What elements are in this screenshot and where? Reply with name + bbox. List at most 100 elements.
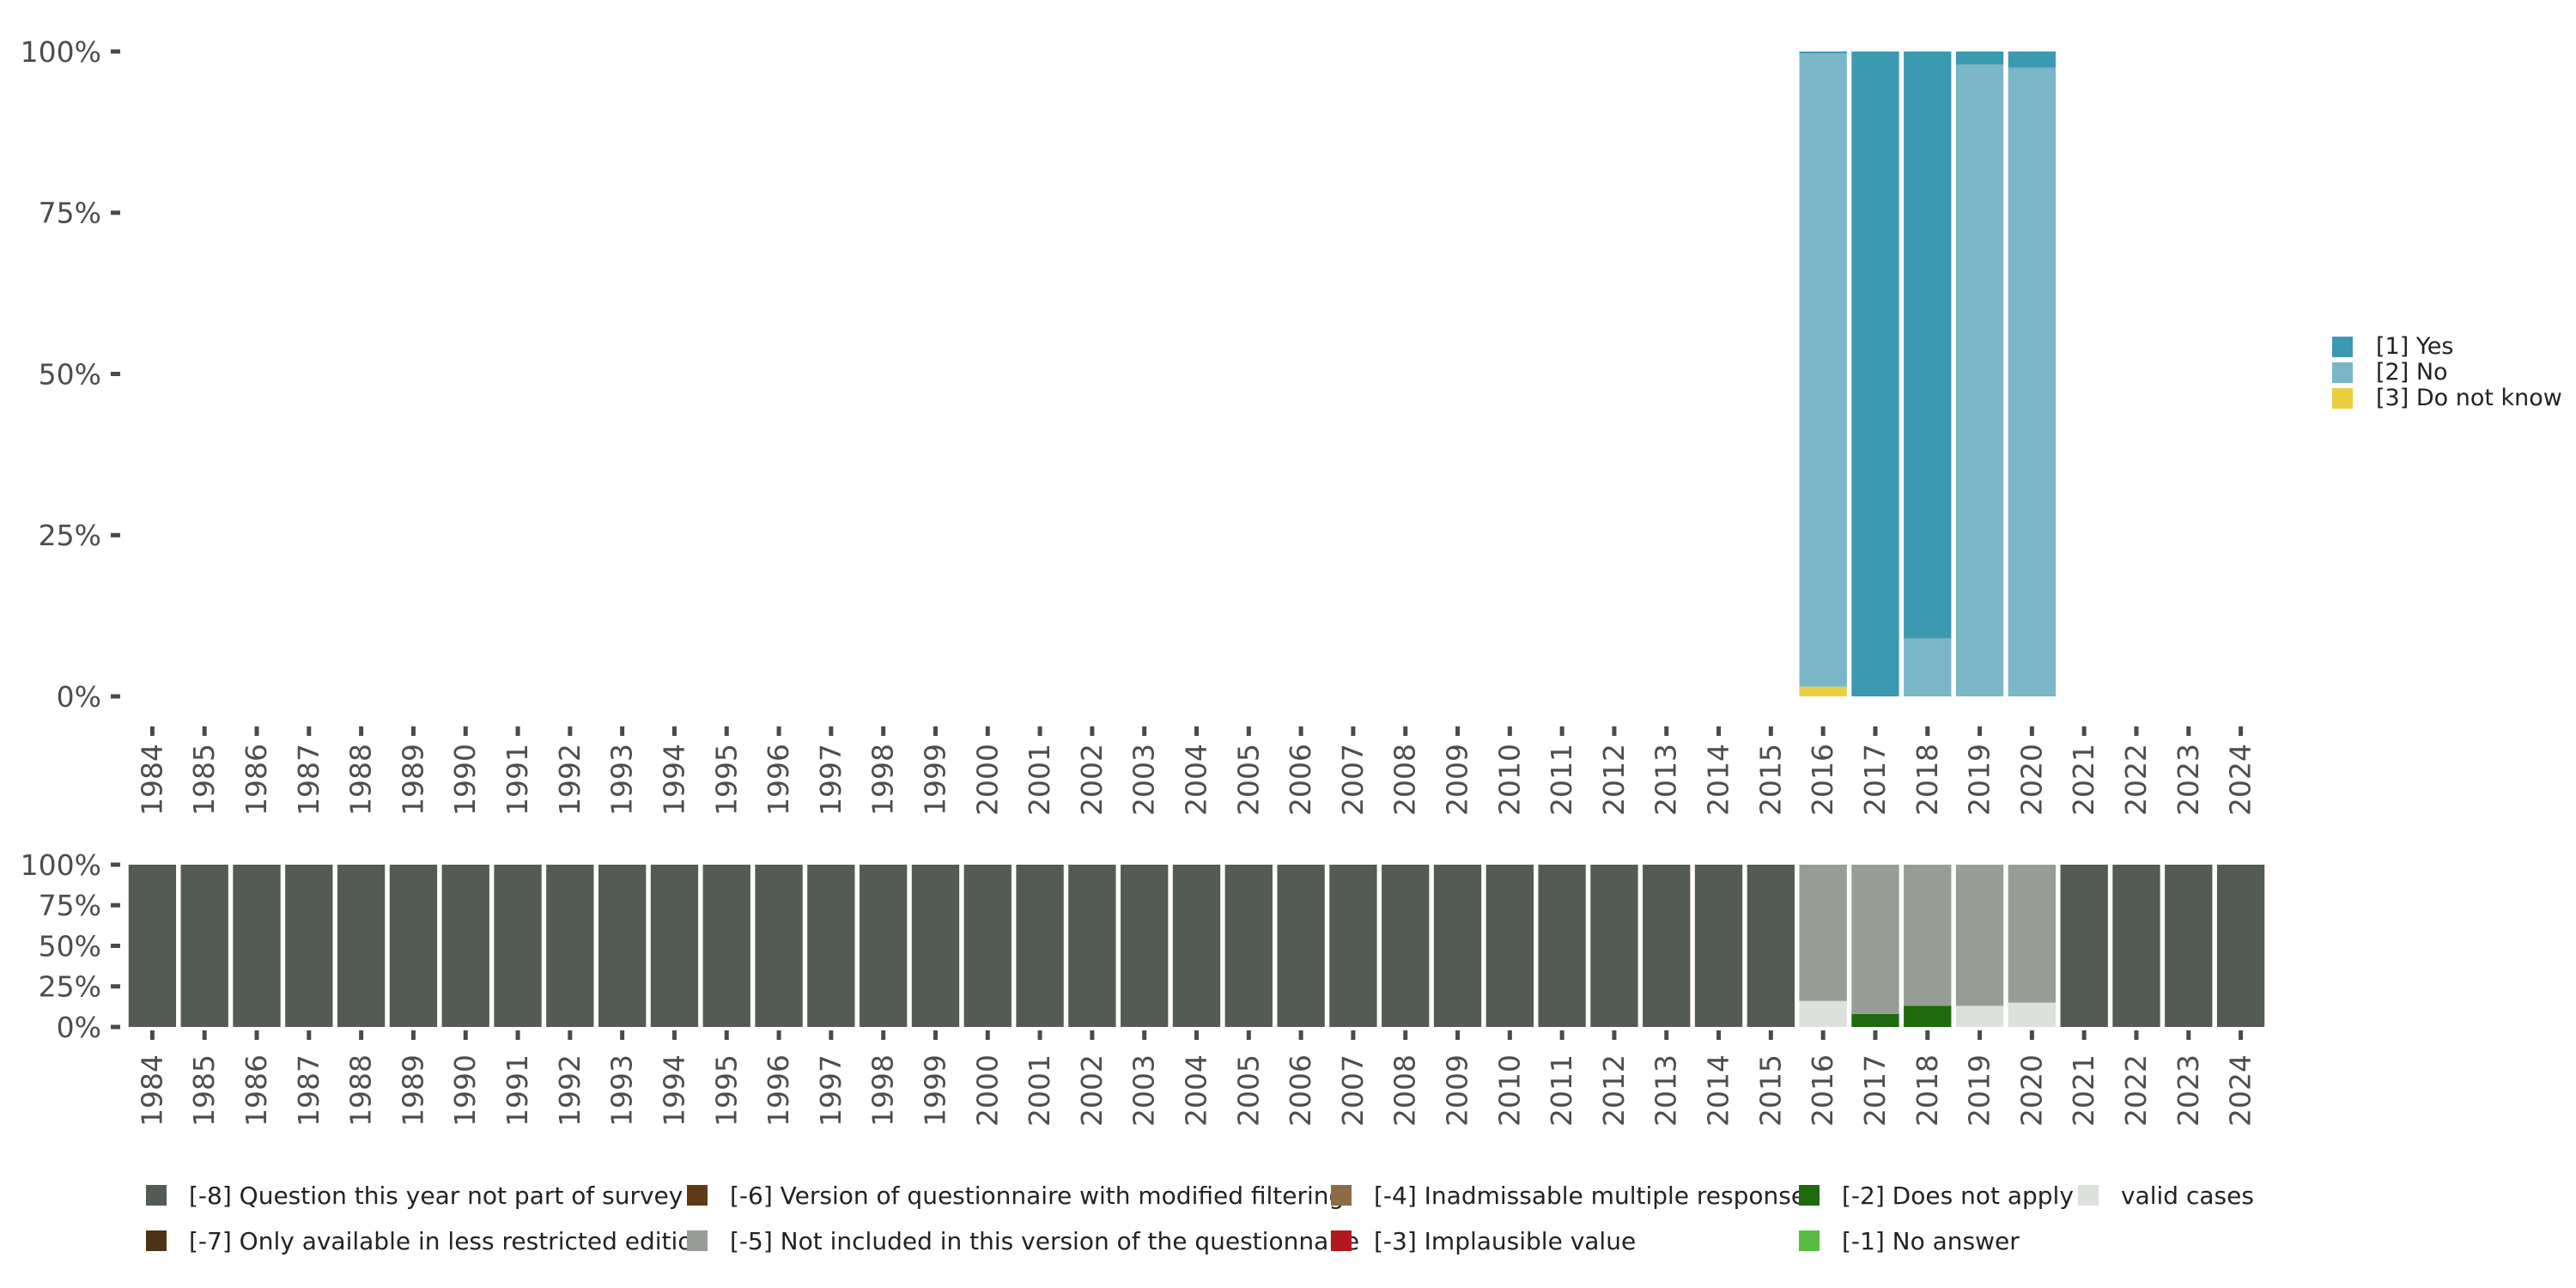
bar-segment [911,865,960,1027]
bar-segment [546,865,594,1027]
x-tick-label: 2017 [1858,744,1892,816]
y-tick-label: 75% [39,197,101,230]
x-tick-label: 1997 [814,1054,848,1127]
bottom-legend: [-8] Question this year not part of surv… [146,1182,2254,1255]
x-tick-label: 2003 [1127,1054,1161,1127]
bar-segment [1904,1005,1952,1027]
legend-label: [-1] No answer [1842,1227,2020,1255]
x-tick-label: 2013 [1649,1054,1683,1127]
bar-segment [598,865,647,1027]
bar-segment [1016,865,1064,1027]
bar-segment [860,865,908,1027]
x-tick-label: 2001 [1023,744,1056,816]
x-tick-label: 1999 [918,1054,951,1127]
x-tick-label: 2012 [1597,744,1631,816]
bar-segment [1172,865,1221,1027]
bar-segment [1068,865,1116,1027]
x-tick-label: 2017 [1858,1054,1892,1127]
x-tick-label: 2014 [1702,744,1735,816]
x-tick-label: 2013 [1649,744,1683,816]
x-tick-label: 2009 [1441,744,1474,816]
x-tick-label: 2004 [1180,1054,1213,1127]
bar-segment [1851,52,1899,696]
x-tick-label: 1989 [396,1054,429,1127]
x-tick-label: 2007 [1336,744,1370,816]
bar-segment [233,865,281,1027]
x-tick-label: 1986 [240,1054,273,1127]
x-tick-label: 2000 [970,744,1004,816]
x-tick-label: 2014 [1702,1054,1735,1127]
legend-swatch [146,1230,167,1251]
x-tick-label: 2008 [1388,1054,1422,1127]
bar-segment [1955,1005,2004,1027]
x-tick-label: 2018 [1911,1054,1944,1127]
x-tick-label: 2009 [1441,1054,1474,1127]
bar-segment [180,865,228,1027]
x-tick-label: 1990 [448,744,482,816]
bar-segment [1955,52,2004,65]
bar-segment [1904,638,1952,696]
legend-label: [-2] Does not apply [1842,1182,2074,1210]
x-tick-label: 2016 [1806,744,1839,816]
x-tick-label: 2005 [1231,744,1265,816]
x-tick-label: 1987 [292,744,325,816]
bar-segment [755,865,803,1027]
bar-segment [1799,865,1847,1001]
x-tick-label: 1996 [762,1054,795,1127]
x-tick-label: 2007 [1336,1054,1370,1127]
x-tick-label: 2003 [1127,744,1161,816]
bar-segment [1433,865,1482,1027]
x-tick-label: 1984 [135,1054,168,1127]
bar-segment [1538,865,1586,1027]
x-tick-label: 1989 [396,744,429,816]
x-tick-label: 2010 [1492,744,1526,816]
x-tick-label: 2020 [2014,1054,2048,1127]
legend-swatch [1799,1185,1820,1206]
bar-segment [1485,865,1534,1027]
x-tick-label: 1984 [135,744,168,816]
bar-segment [1851,1013,1899,1027]
x-tick-label: 2011 [1545,1054,1578,1127]
x-tick-label: 2006 [1284,1054,1317,1127]
x-tick-label: 2020 [2014,744,2048,816]
x-tick-label: 1991 [501,744,534,816]
x-tick-label: 2019 [1963,744,1996,816]
x-tick-label: 1988 [344,1054,378,1127]
x-tick-label: 1997 [814,744,848,816]
x-tick-label: 1994 [657,1054,690,1127]
bar-segment [1799,1000,1847,1027]
x-tick-label: 1985 [187,744,221,816]
x-tick-label: 1995 [709,744,743,816]
bar-segment [1277,865,1325,1027]
bar-segment [1851,865,1899,1014]
legend-label: [2] No [2376,359,2448,386]
x-tick-label: 2016 [1806,1054,1839,1127]
bar-segment [285,865,333,1027]
x-tick-label: 2022 [2119,1054,2153,1127]
x-tick-label: 2002 [1075,1054,1109,1127]
legend-swatch [2078,1185,2099,1206]
bar-segment [702,865,750,1027]
bar-segment [2216,865,2265,1027]
x-tick-label: 2010 [1492,1054,1526,1127]
legend-label: [-6] Version of questionnaire with modif… [730,1182,1344,1210]
y-tick-label: 0% [57,680,101,714]
top-legend: [1] Yes[2] No[3] Do not know [2332,333,2562,411]
bar-segment [963,865,1012,1027]
bar-segment [2008,1002,2057,1027]
bar-segment [337,865,386,1027]
x-tick-label: 1986 [240,744,273,816]
x-tick-label: 2005 [1231,1054,1265,1127]
legend-swatch [1331,1230,1352,1251]
x-tick-label: 2015 [1753,1054,1787,1127]
legend-swatch [1799,1230,1820,1251]
bar-segment [1329,865,1377,1027]
x-tick-label: 2023 [2172,1054,2205,1127]
bar-segment [650,865,699,1027]
legend-swatch [2332,388,2353,409]
y-tick-label: 25% [39,970,101,1004]
bar-segment [2008,865,2057,1003]
x-tick-label: 1990 [448,1054,482,1127]
y-tick-label: 50% [39,357,101,391]
